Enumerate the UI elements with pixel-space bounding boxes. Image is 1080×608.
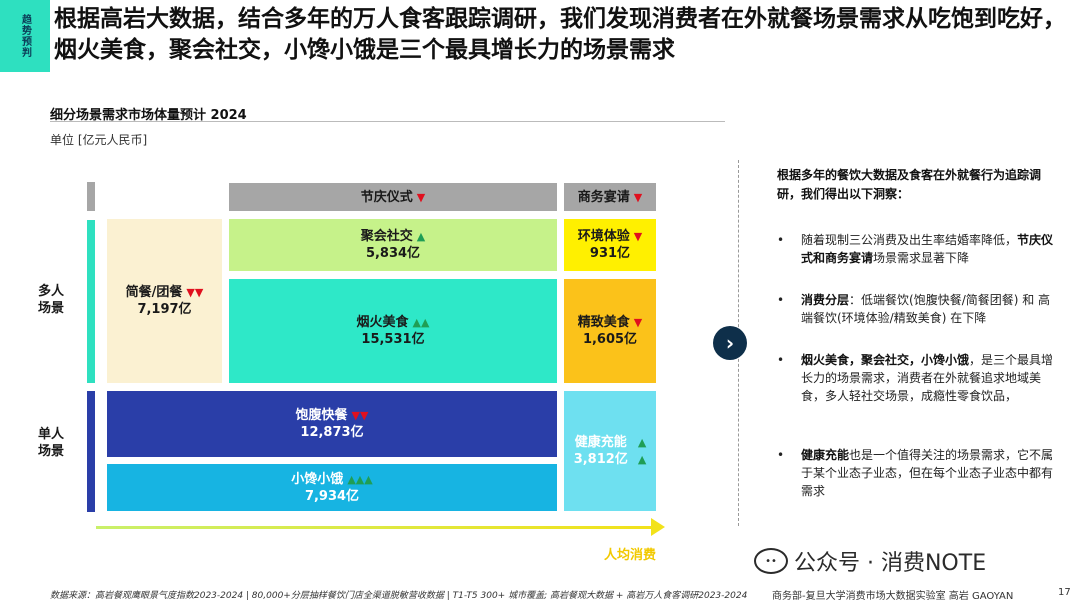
up-arrow-icon: ▲ [416, 230, 426, 243]
segment-baofu-name: 饱腹快餐 [295, 408, 348, 423]
segment-huanjing-value: 931亿 [589, 246, 631, 261]
insight-4-tail: 也是一个值得关注的场景需求，它不属于某个业态子业态，但在每个业态子业态中都有需求 [801, 448, 1054, 498]
footer-org: 商务部-复旦大学消费市场大数据实验室 高岩 GAOYAN [772, 591, 1014, 602]
segment-xiaochan: 小馋小饿 ▲▲▲ 7,934亿 [107, 464, 557, 511]
insight-1-tail: 场景需求显著下降 [873, 251, 970, 265]
insight-2-tail: ：低端餐饮(饱腹快餐/简餐团餐) 和 高端餐饮(环境体验/精致美食) 在下降 [801, 293, 1051, 325]
segment-jianchan: 简餐/团餐 ▼▼ 7,197亿 [107, 219, 222, 383]
segment-huanjing-name: 环境体验 [577, 229, 630, 244]
segment-yanhuo-name: 烟火美食 [356, 315, 409, 330]
down-arrow-icon: ▼ [633, 316, 643, 329]
page-title: 根据高岩大数据，结合多年的万人食客跟踪调研，我们发现消费者在外就餐场景需求从吃饱… [54, 6, 1066, 63]
insight-bullet-3: • 烟火美食，聚会社交，小馋小饿，是三个最具增长力的场景需求，消费者在外就餐追求… [777, 351, 1059, 405]
segment-baofu: 饱腹快餐 ▼▼ 12,873亿 [107, 391, 557, 457]
segment-xiaochan-name: 小馋小饿 [291, 471, 344, 487]
insight-bullet-2: • 消费分层：低端餐饮(饱腹快餐/简餐团餐) 和 高端餐饮(环境体验/精致美食)… [777, 291, 1059, 327]
header-business: 商务宴请 ▼ [564, 183, 656, 211]
watermark-text: 公众号 · 消费NOTE [794, 551, 987, 576]
down-arrow-icon: ▼ [633, 230, 643, 243]
wechat-icon: •• [754, 548, 788, 574]
insight-4-bold: 健康充能 [801, 448, 850, 462]
insight-2-bold: 消费分层 [801, 293, 850, 307]
down-arrow-icon: ▼ [416, 190, 426, 204]
multi-scene-bar [87, 220, 95, 383]
segment-xiaochan-value: 7,934亿 [304, 488, 360, 504]
segment-yanhuo-value: 15,531亿 [361, 332, 425, 347]
page-number: 17 [1058, 587, 1071, 598]
segment-huanjing: 环境体验 ▼ 931亿 [564, 219, 656, 271]
segment-juhui-name: 聚会社交 [360, 229, 413, 244]
down-arrows-icon: ▼▼ [351, 409, 369, 422]
segment-juhui-value: 5,834亿 [365, 246, 421, 261]
up-arrows-icon: ▲▲ [637, 436, 647, 466]
insights-intro: 根据多年的餐饮大数据及食客在外就餐行为追踪调研，我们得出以下洞察： [777, 168, 1042, 201]
segment-jingzhi: 精致美食 ▼ 1,605亿 [564, 279, 656, 383]
up-arrows-icon: ▲▲▲ [347, 472, 373, 486]
x-axis-line [96, 526, 652, 529]
title-rule [50, 121, 725, 122]
chart-unit: 单位 [亿元人民币] [50, 133, 148, 147]
bullet-dot-icon: • [777, 293, 785, 307]
up-arrows-icon: ▲▲ [412, 316, 430, 329]
footer-source: 数据来源：高岩餐观鹰眼景气度指数2023-2024 | 80,000+分层抽样餐… [50, 591, 748, 601]
down-arrow-icon: ▼ [633, 190, 643, 204]
segment-jiankang: 健康充能 3,812亿 ▲ ▲ [564, 391, 656, 511]
chevron-right-icon: › [713, 326, 747, 360]
down-arrows-icon: ▼▼ [186, 286, 204, 299]
segment-juhui: 聚会社交 ▲ 5,834亿 [229, 219, 557, 271]
segment-jianchan-value: 7,197亿 [137, 302, 192, 317]
header-bar [87, 182, 95, 211]
segment-jingzhi-name: 精致美食 [577, 315, 630, 330]
insight-1-bold: 节庆仪式和商务宴请 [801, 233, 1054, 265]
watermark: •• 公众号 · 消费NOTE [754, 545, 986, 577]
segment-baofu-value: 12,873亿 [300, 425, 364, 440]
single-scene-bar [87, 391, 95, 512]
segment-jiankang-name: 健康充能 [574, 435, 627, 450]
insight-1-text: 随着现制三公消费及出生率结婚率降低， [801, 233, 1018, 247]
insight-bullet-4: • 健康充能也是一个值得关注的场景需求，它不属于某个业态子业态，但在每个业态子业… [777, 446, 1059, 500]
bullet-dot-icon: • [777, 233, 785, 247]
segment-jianchan-name: 简餐/团餐 [125, 285, 183, 300]
x-axis-label: 人均消费 [604, 548, 657, 563]
bullet-dot-icon: • [777, 353, 785, 367]
header-festival: 节庆仪式 ▼ [229, 183, 557, 211]
chart-title: 细分场景需求市场体量预计 2024 [50, 108, 247, 123]
bullet-dot-icon: • [777, 448, 785, 462]
segment-yanhuo: 烟火美食 ▲▲ 15,531亿 [229, 279, 557, 383]
insight-bullet-1: • 随着现制三公消费及出生率结婚率降低，节庆仪式和商务宴请场景需求显著下降 [777, 231, 1059, 267]
single-scene-label: 单人 场景 [38, 427, 65, 459]
segment-jiankang-value: 3,812亿 [573, 452, 628, 467]
multi-scene-label: 多人 场景 [38, 284, 65, 316]
insight-3-tail: ，是三个最具增长力的场景需求，消费者在外就餐追求地域美食，多人轻社交场景，成瘾性… [801, 353, 1054, 403]
section-tag: 趋势预判 [0, 0, 50, 72]
header-business-label: 商务宴请 [577, 189, 630, 205]
x-axis-arrow-icon [651, 518, 665, 536]
segment-jingzhi-value: 1,605亿 [582, 332, 638, 347]
header-festival-label: 节庆仪式 [360, 189, 413, 205]
insight-3-bold: 烟火美食，聚会社交，小馋小饿 [801, 353, 970, 367]
